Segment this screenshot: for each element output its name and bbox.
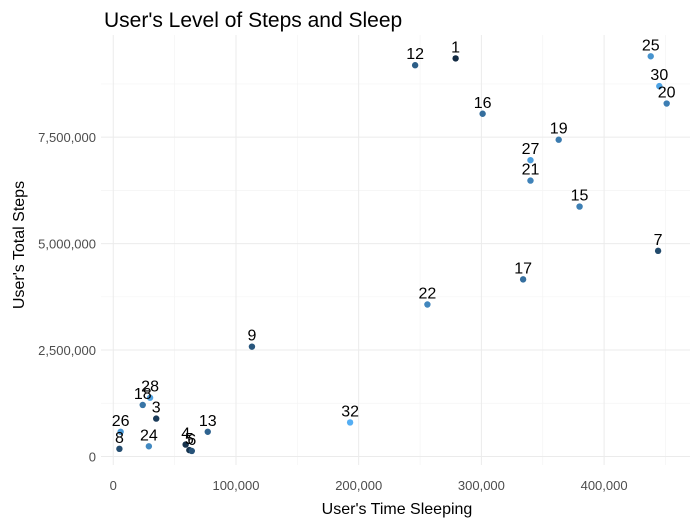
- y-tick-label: 7,500,000: [38, 130, 96, 145]
- x-tick-label: 300,000: [458, 478, 505, 493]
- data-point: [555, 136, 562, 143]
- data-point: [117, 428, 124, 435]
- point-label: 8: [115, 430, 124, 447]
- data-point: [204, 428, 211, 435]
- data-point: [424, 301, 431, 308]
- data-point: [116, 445, 123, 453]
- data-point: [346, 419, 354, 426]
- point-label: 4: [181, 426, 190, 443]
- data-point: [519, 276, 527, 283]
- point-label: 9: [247, 328, 256, 345]
- data-point: [576, 203, 583, 210]
- data-point: [527, 156, 534, 164]
- point-label: 21: [522, 162, 540, 179]
- data-point: [248, 343, 256, 350]
- point-label: 12: [406, 46, 424, 63]
- y-tick-label: 5,000,000: [38, 237, 96, 252]
- x-tick-label: 200,000: [335, 478, 382, 493]
- data-point: [145, 443, 153, 450]
- data-point: [411, 62, 419, 69]
- point-label: 22: [419, 285, 437, 302]
- point-label: 30: [650, 67, 668, 84]
- point-label: 5: [185, 431, 194, 448]
- y-axis-title: User's Total Steps: [11, 181, 28, 309]
- point-label: 13: [199, 413, 217, 430]
- point-label: 28: [141, 379, 159, 396]
- y-axis-ticks: 0 2,500,000 5,000,000 7,500,000: [38, 130, 96, 464]
- data-point: [656, 82, 663, 90]
- point-label: 15: [571, 188, 589, 205]
- x-tick-label: 400,000: [581, 478, 628, 493]
- point-label: 27: [522, 141, 540, 158]
- point-label: 17: [514, 260, 532, 277]
- point-label: 3: [152, 400, 161, 417]
- point-label: 16: [474, 95, 492, 112]
- point-label: 6: [187, 432, 196, 449]
- x-tick-label: 100,000: [212, 478, 259, 493]
- x-axis-ticks: 0 100,000 200,000 300,000 400,000: [110, 478, 628, 493]
- point-label: 24: [140, 427, 158, 444]
- point-label: 20: [658, 85, 676, 102]
- point-label: 32: [341, 403, 359, 420]
- data-point: [452, 55, 459, 62]
- point-label: 7: [654, 232, 663, 249]
- data-point: [647, 53, 654, 60]
- data-points: [116, 53, 670, 455]
- data-point: [139, 401, 146, 409]
- x-axis-title: User's Time Sleeping: [322, 501, 473, 518]
- chart-title: User's Level of Steps and Sleep: [104, 9, 402, 32]
- data-point: [188, 447, 196, 455]
- grid: [101, 35, 690, 465]
- data-point: [479, 110, 486, 117]
- point-label: 1: [451, 39, 460, 56]
- point-label: 25: [642, 37, 660, 54]
- x-tick-label: 0: [110, 478, 117, 493]
- data-point: [527, 177, 534, 184]
- point-label: 18: [134, 386, 152, 403]
- point-label: 19: [550, 121, 568, 138]
- data-point: [182, 441, 189, 448]
- data-point: [153, 415, 160, 422]
- y-tick-label: 2,500,000: [38, 343, 96, 358]
- data-point: [654, 247, 662, 255]
- point-label: 26: [112, 413, 130, 430]
- y-tick-label: 0: [89, 449, 96, 464]
- data-point: [663, 100, 670, 107]
- data-point: [146, 394, 154, 401]
